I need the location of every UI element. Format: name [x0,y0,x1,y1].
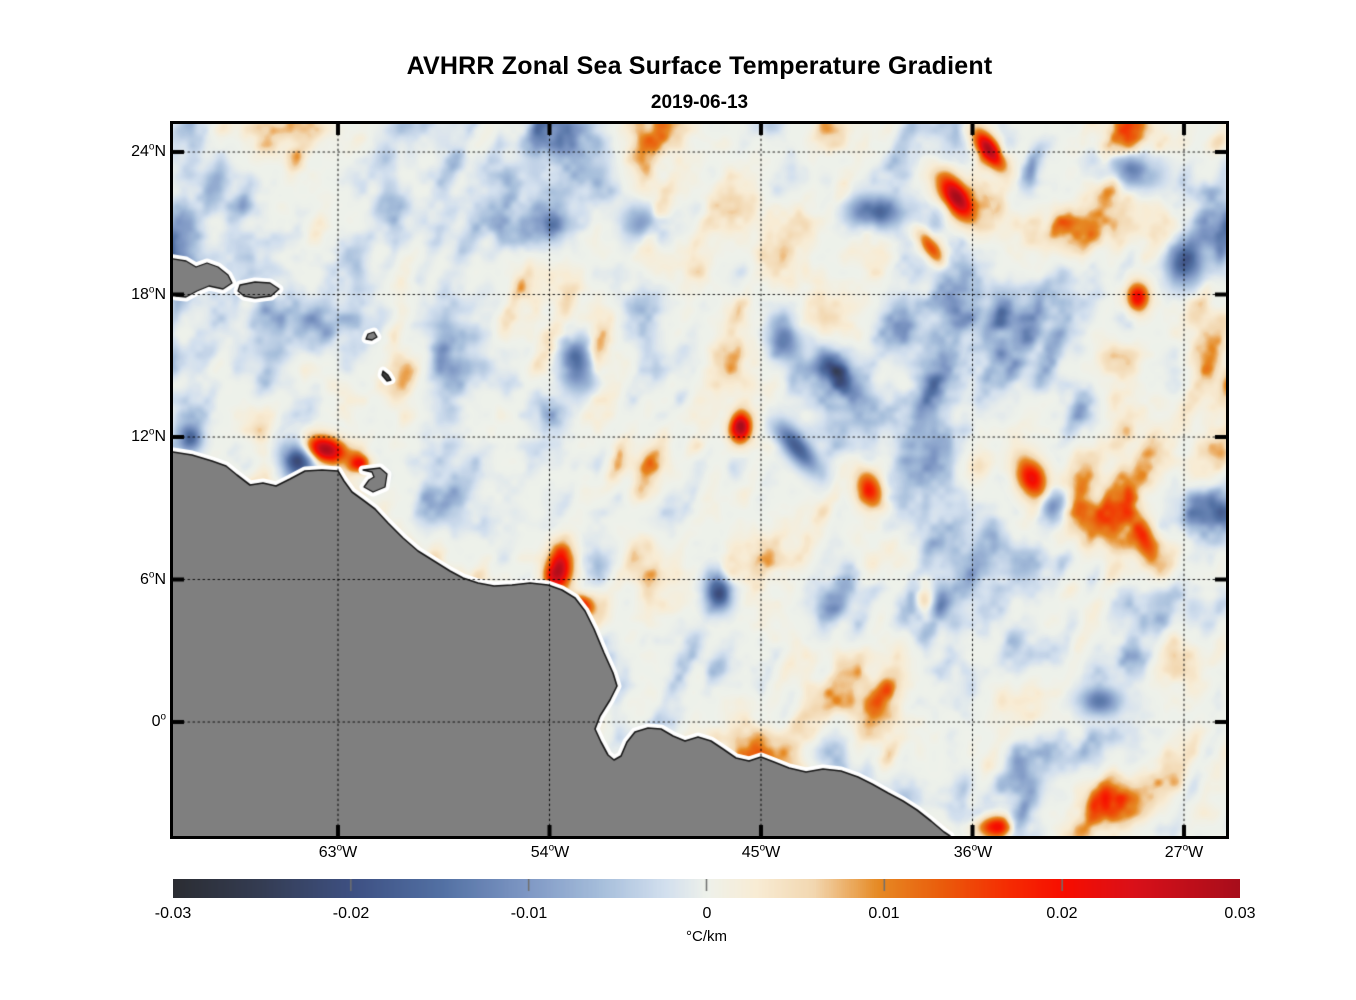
map-plot-frame [170,121,1229,839]
colorbar-tick-label: -0.01 [510,905,548,922]
colorbar-tick-label: -0.03 [154,905,192,922]
x-axis-tick-label: 27oW [1164,842,1204,861]
y-axis-tick-label: 6oN [140,569,166,588]
colorbar-tick-label: 0.03 [1224,905,1256,922]
y-axis-tick-label: 0o [151,711,166,730]
y-axis-tick-label: 18oN [131,284,166,303]
x-axis-tick-label: 63oW [318,842,358,861]
x-axis-tick-label: 45oW [741,842,781,861]
colorbar-tick-label: 0.02 [1046,905,1078,922]
x-axis-tick-label: 54oW [530,842,570,861]
sst-gradient-map-canvas [173,124,1226,836]
x-axis-tick-label: 36oW [953,842,993,861]
colorbar [173,879,1240,898]
colorbar-tick-label: -0.02 [332,905,370,922]
y-axis-tick-label: 12oN [131,426,166,445]
y-axis-tick-label: 24oN [131,141,166,160]
colorbar-canvas [173,879,1240,898]
colorbar-units-label: °C/km [686,928,727,945]
chart-subtitle-date: 2019-06-13 [650,92,749,113]
chart-title: AVHRR Zonal Sea Surface Temperature Grad… [406,52,993,80]
colorbar-tick-label: 0.01 [868,905,900,922]
colorbar-tick-label: 0 [702,905,712,922]
